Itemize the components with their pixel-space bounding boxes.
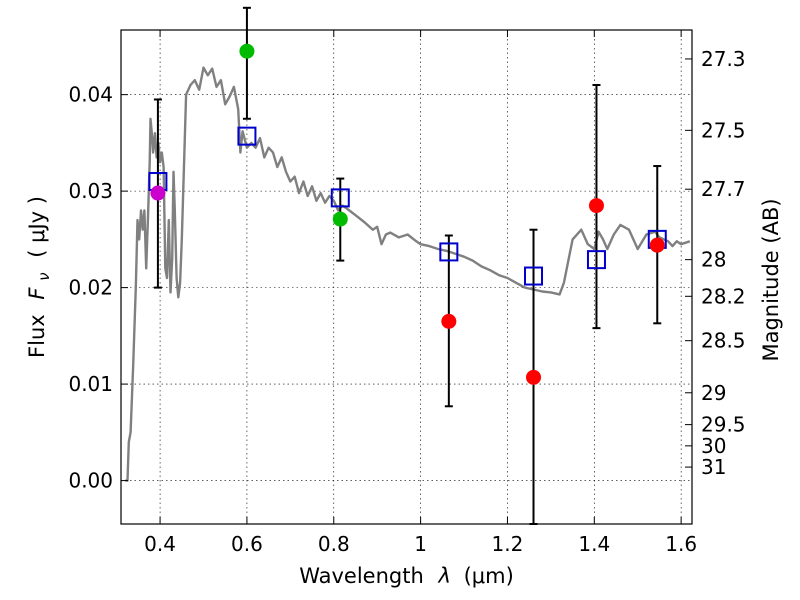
- y2-tick-label: 28.2: [701, 284, 746, 308]
- model-flux-square: [439, 242, 459, 262]
- plot-area: [125, 6, 691, 525]
- x-tick-label: 0.8: [318, 532, 350, 556]
- y2-tick-label: 28: [701, 248, 726, 272]
- y-axis-title-subscript: ν: [35, 272, 53, 280]
- y2-tick-label: 27.7: [701, 177, 746, 201]
- y2-tick-label: 31: [701, 455, 726, 479]
- x-tick-label: 1.4: [578, 532, 610, 556]
- observed-flux-point: [441, 313, 457, 329]
- model-flux-square: [330, 188, 350, 208]
- y-axis-title-unit: ( μJy ): [25, 196, 49, 258]
- x-axis-title-unit: (μm): [464, 564, 514, 588]
- x-axis-title-prefix: Wavelength: [299, 564, 424, 588]
- y2-tick-label: 27.3: [701, 47, 746, 71]
- y2-axis-title: Magnitude (AB): [759, 198, 783, 361]
- y2-tick-label: 29: [701, 381, 726, 405]
- observed-flux-point: [588, 198, 604, 214]
- y-axis-title: Flux F ν ( μJy ): [25, 196, 54, 358]
- y2-tick-label: 28.5: [701, 329, 746, 353]
- y-tick-label: 0.01: [68, 372, 113, 396]
- y2-tick-label: 30: [701, 434, 726, 458]
- y-axis-title-prefix: Flux: [25, 314, 49, 358]
- observed-flux-point: [239, 43, 255, 59]
- grid: [121, 30, 692, 524]
- observed-flux-point: [649, 237, 665, 253]
- y2-tick-label: 27.5: [701, 118, 746, 142]
- model-flux-square: [237, 126, 257, 146]
- x-tick-label: 1.2: [492, 532, 524, 556]
- y-tick-label: 0.03: [68, 179, 113, 203]
- model-flux-square: [524, 266, 544, 286]
- x-tick-label: 1.6: [665, 532, 697, 556]
- x-tick-label: 0.4: [144, 532, 176, 556]
- model-flux-square: [586, 250, 606, 270]
- model-sed-line: [125, 66, 691, 482]
- x-tick-label: 1: [414, 532, 427, 556]
- axes-ticks: 0.4 0.6 0.8 1 1.2 1.4 1.6 0.00 0.01 0.02 0.03 0.04 2…: [68, 30, 746, 556]
- y-tick-label: 0.00: [68, 469, 113, 493]
- x-tick-label: 0.6: [231, 532, 263, 556]
- x-axis-title: Wavelength λ (μm): [299, 564, 514, 588]
- observed-flux-point: [332, 211, 348, 227]
- x-axis-title-symbol: λ: [437, 564, 450, 588]
- y-tick-label: 0.02: [68, 276, 113, 300]
- observed-flux-point: [526, 369, 542, 385]
- y2-tick-label: 29.5: [701, 413, 746, 437]
- y-axis-title-symbol: F: [25, 287, 49, 300]
- plot-frame: [120, 29, 693, 525]
- observed-flux-point: [150, 185, 166, 201]
- y-tick-label: 0.04: [68, 83, 113, 107]
